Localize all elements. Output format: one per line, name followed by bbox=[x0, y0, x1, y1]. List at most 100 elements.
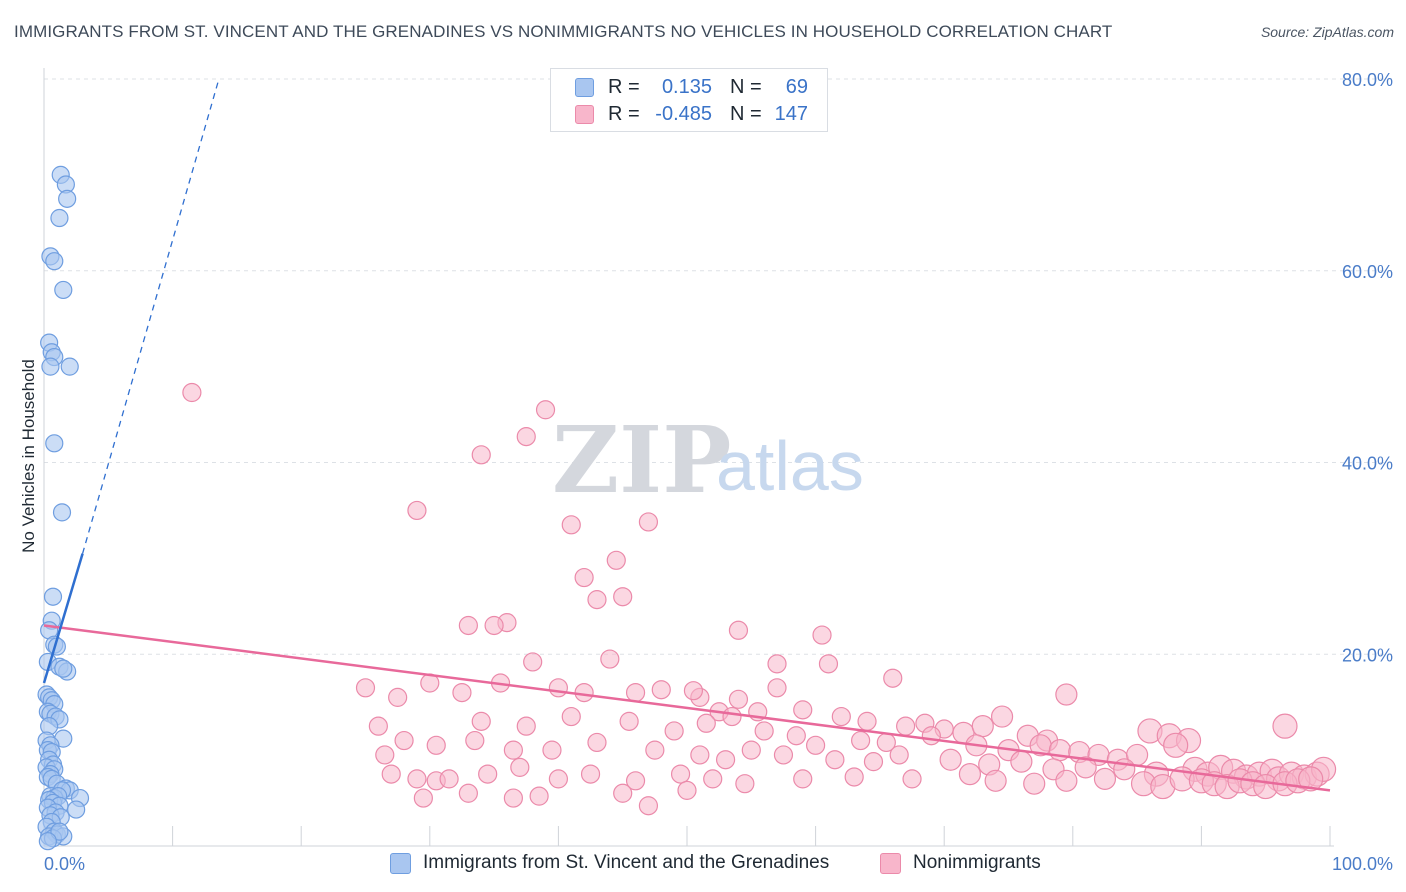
data-point-nonimmigrants bbox=[625, 682, 646, 703]
data-point-nonimmigrants bbox=[971, 715, 994, 738]
data-point-nonimmigrants bbox=[735, 774, 755, 794]
data-point-nonimmigrants bbox=[851, 730, 871, 751]
data-point-nonimmigrants bbox=[889, 745, 909, 765]
data-point-nonimmigrants bbox=[1074, 756, 1097, 779]
data-point-nonimmigrants bbox=[645, 740, 665, 760]
data-point-nonimmigrants bbox=[548, 678, 569, 698]
data-point-nonimmigrants bbox=[458, 615, 478, 636]
data-point-nonimmigrants bbox=[503, 740, 523, 760]
data-point-nonimmigrants bbox=[426, 735, 446, 755]
data-point-nonimmigrants bbox=[535, 400, 556, 420]
data-point-nonimmigrants bbox=[1010, 750, 1033, 773]
legend-n-value: 69 bbox=[785, 75, 808, 98]
legend-r-value: 0.135 bbox=[661, 75, 712, 98]
data-point-nonimmigrants bbox=[523, 652, 543, 672]
data-point-nonimmigrants bbox=[625, 771, 646, 791]
data-point-nonimmigrants bbox=[613, 783, 633, 803]
data-point-nonimmigrants bbox=[619, 711, 639, 731]
data-point-nonimmigrants bbox=[857, 711, 877, 731]
data-point-nonimmigrants bbox=[896, 716, 916, 736]
data-point-nonimmigrants bbox=[921, 726, 941, 746]
data-point-nonimmigrants bbox=[984, 769, 1007, 792]
data-point-nonimmigrants bbox=[683, 681, 704, 701]
y-tick-label: 60.0% bbox=[1342, 262, 1393, 282]
data-point-nonimmigrants bbox=[651, 680, 671, 700]
data-point-nonimmigrants bbox=[767, 678, 787, 698]
data-point-immigrants bbox=[60, 357, 79, 376]
data-point-nonimmigrants bbox=[1163, 732, 1189, 758]
watermark-atlas: atlas bbox=[716, 427, 864, 505]
legend-swatch-immigrants bbox=[390, 852, 411, 874]
data-point-nonimmigrants bbox=[638, 512, 659, 532]
data-point-nonimmigrants bbox=[767, 654, 787, 674]
correlation-legend: R = 0.135 N = 69 R = -0.485 N = 147 bbox=[550, 68, 828, 132]
watermark-zip: ZIP bbox=[552, 406, 731, 514]
legend-swatch-immigrants bbox=[575, 77, 594, 97]
data-point-nonimmigrants bbox=[574, 567, 594, 588]
legend-item-nonimmigrants[interactable]: Nonimmigrants bbox=[880, 852, 1041, 874]
data-point-nonimmigrants bbox=[825, 750, 845, 770]
data-point-nonimmigrants bbox=[355, 678, 376, 698]
y-axis-label: No Vehicles in Household bbox=[19, 359, 38, 553]
data-point-nonimmigrants bbox=[831, 706, 851, 727]
data-point-nonimmigrants bbox=[722, 706, 742, 727]
data-point-nonimmigrants bbox=[939, 748, 962, 771]
data-point-nonimmigrants bbox=[516, 716, 536, 736]
data-point-nonimmigrants bbox=[754, 721, 774, 741]
data-point-nonimmigrants bbox=[638, 796, 659, 816]
gridlines bbox=[44, 78, 1393, 655]
data-point-nonimmigrants bbox=[471, 711, 491, 731]
data-point-nonimmigrants bbox=[844, 767, 864, 787]
data-point-immigrants bbox=[67, 800, 86, 819]
data-point-nonimmigrants bbox=[388, 687, 408, 707]
x-tick-label: 100.0% bbox=[1332, 854, 1393, 874]
data-point-nonimmigrants bbox=[478, 764, 498, 784]
data-point-nonimmigrants bbox=[793, 769, 813, 789]
data-point-nonimmigrants bbox=[773, 745, 794, 765]
data-point-nonimmigrants bbox=[863, 752, 884, 772]
data-point-nonimmigrants bbox=[516, 427, 536, 447]
legend-n-label: N = bbox=[730, 75, 762, 98]
data-point-nonimmigrants bbox=[375, 745, 395, 765]
data-point-nonimmigrants bbox=[805, 735, 826, 755]
legend-label-nonimmigrants: Nonimmigrants bbox=[913, 852, 1041, 873]
data-point-immigrants bbox=[38, 832, 57, 851]
legend-row-nonimmigrants: R = -0.485 N = 147 bbox=[575, 102, 808, 126]
data-point-nonimmigrants bbox=[1023, 772, 1046, 795]
data-point-nonimmigrants bbox=[690, 745, 710, 765]
data-point-nonimmigrants bbox=[542, 740, 562, 760]
trend-lines bbox=[42, 78, 1331, 792]
data-point-nonimmigrants bbox=[664, 721, 684, 741]
data-point-nonimmigrants bbox=[529, 786, 549, 806]
data-point-nonimmigrants bbox=[394, 730, 414, 751]
data-point-nonimmigrants bbox=[587, 590, 607, 610]
data-point-nonimmigrants bbox=[182, 382, 202, 403]
data-point-nonimmigrants bbox=[471, 445, 491, 465]
x-tick-label: 0.0% bbox=[44, 854, 85, 874]
data-point-nonimmigrants bbox=[548, 769, 569, 789]
trend-line-immigrants-extrapolated bbox=[81, 78, 220, 554]
data-point-nonimmigrants bbox=[413, 788, 433, 808]
legend-n-label: N = bbox=[730, 102, 762, 125]
y-tick-label: 20.0% bbox=[1342, 645, 1393, 665]
data-point-nonimmigrants bbox=[452, 682, 472, 703]
data-point-nonimmigrants bbox=[1093, 767, 1117, 790]
data-point-nonimmigrants bbox=[465, 730, 485, 751]
data-point-nonimmigrants bbox=[715, 750, 736, 770]
data-point-nonimmigrants bbox=[677, 780, 697, 800]
x-tick-labels: 0.0% 100.0% bbox=[44, 854, 1393, 874]
data-point-nonimmigrants bbox=[587, 732, 607, 753]
data-point-immigrants bbox=[52, 503, 72, 522]
data-point-immigrants bbox=[58, 189, 77, 208]
data-point-nonimmigrants bbox=[381, 764, 401, 784]
data-point-nonimmigrants bbox=[600, 649, 620, 669]
legend-swatch-nonimmigrants bbox=[880, 852, 901, 874]
legend-r-value: -0.485 bbox=[655, 102, 712, 125]
data-point-nonimmigrants bbox=[439, 769, 459, 789]
legend-item-immigrants[interactable]: Immigrants from St. Vincent and the Gren… bbox=[390, 852, 829, 874]
data-point-immigrants bbox=[50, 208, 69, 228]
x-tick-marks bbox=[172, 826, 1331, 846]
data-point-nonimmigrants bbox=[793, 700, 813, 720]
data-point-immigrants bbox=[43, 587, 63, 606]
